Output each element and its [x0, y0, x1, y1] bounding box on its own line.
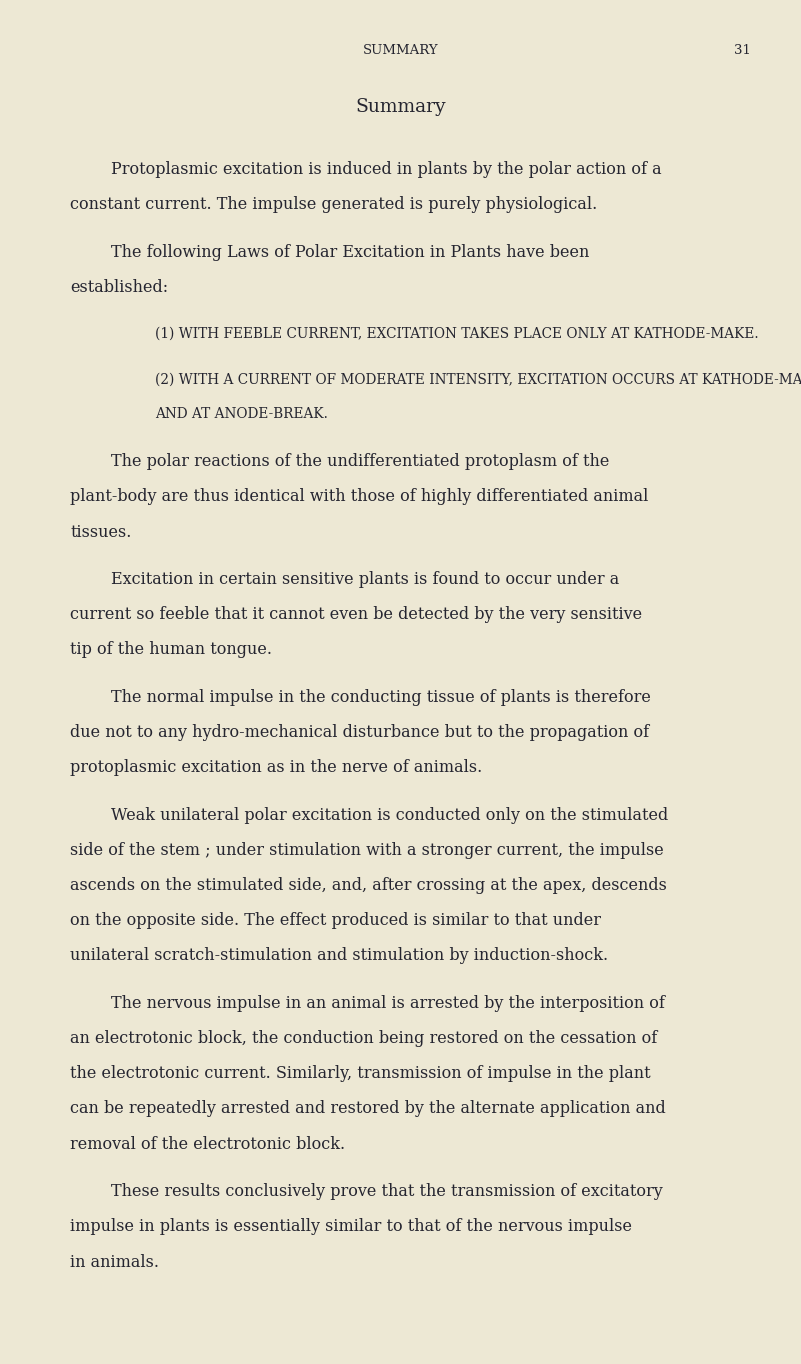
Text: (2) WITH A CURRENT OF MODERATE INTENSITY, EXCITATION OCCURS AT KATHODE-MAKE: (2) WITH A CURRENT OF MODERATE INTENSITY… — [155, 372, 801, 386]
Text: protoplasmic excitation as in the nerve of animals.: protoplasmic excitation as in the nerve … — [70, 760, 483, 776]
Text: These results conclusively prove that the transmission of excitatory: These results conclusively prove that th… — [111, 1183, 662, 1200]
Text: unilateral scratch-stimulation and stimulation by induction-shock.: unilateral scratch-stimulation and stimu… — [70, 948, 609, 964]
Text: (1) WITH FEEBLE CURRENT, EXCITATION TAKES PLACE ONLY AT KATHODE-MAKE.: (1) WITH FEEBLE CURRENT, EXCITATION TAKE… — [155, 326, 759, 340]
Text: an electrotonic block, the conduction being restored on the cessation of: an electrotonic block, the conduction be… — [70, 1030, 658, 1048]
Text: removal of the electrotonic block.: removal of the electrotonic block. — [70, 1136, 345, 1153]
Text: The following Laws of Polar Excitation in Plants have been: The following Laws of Polar Excitation i… — [111, 244, 589, 261]
Text: Excitation in certain sensitive plants is found to occur under a: Excitation in certain sensitive plants i… — [111, 572, 619, 588]
Text: Protoplasmic excitation is induced in plants by the polar action of a: Protoplasmic excitation is induced in pl… — [111, 161, 661, 177]
Text: tissues.: tissues. — [70, 524, 132, 540]
Text: side of the stem ; under stimulation with a stronger current, the impulse: side of the stem ; under stimulation wit… — [70, 842, 664, 859]
Text: The nervous impulse in an animal is arrested by the interposition of: The nervous impulse in an animal is arre… — [111, 994, 664, 1012]
Text: in animals.: in animals. — [70, 1254, 159, 1270]
Text: constant current. The impulse generated is purely physiological.: constant current. The impulse generated … — [70, 196, 598, 213]
Text: tip of the human tongue.: tip of the human tongue. — [70, 641, 272, 659]
Text: current so feeble that it cannot even be detected by the very sensitive: current so feeble that it cannot even be… — [70, 606, 642, 623]
Text: 31: 31 — [735, 44, 751, 57]
Text: ascends on the stimulated side, and, after crossing at the apex, descends: ascends on the stimulated side, and, aft… — [70, 877, 667, 893]
Text: impulse in plants is essentially similar to that of the nervous impulse: impulse in plants is essentially similar… — [70, 1218, 633, 1236]
Text: The polar reactions of the undifferentiated protoplasm of the: The polar reactions of the undifferentia… — [111, 453, 609, 471]
Text: plant-body are thus identical with those of highly differentiated animal: plant-body are thus identical with those… — [70, 488, 649, 505]
Text: SUMMARY: SUMMARY — [363, 44, 438, 57]
Text: AND AT ANODE-BREAK.: AND AT ANODE-BREAK. — [155, 406, 328, 420]
Text: established:: established: — [70, 278, 169, 296]
Text: Summary: Summary — [355, 98, 446, 116]
Text: the electrotonic current. Similarly, transmission of impulse in the plant: the electrotonic current. Similarly, tra… — [70, 1065, 651, 1082]
Text: can be repeatedly arrested and restored by the alternate application and: can be repeatedly arrested and restored … — [70, 1101, 666, 1117]
Text: Weak unilateral polar excitation is conducted only on the stimulated: Weak unilateral polar excitation is cond… — [111, 806, 668, 824]
Text: The normal impulse in the conducting tissue of plants is therefore: The normal impulse in the conducting tis… — [111, 689, 650, 705]
Text: due not to any hydro-mechanical disturbance but to the propagation of: due not to any hydro-mechanical disturba… — [70, 724, 650, 741]
Text: on the opposite side. The effect produced is similar to that under: on the opposite side. The effect produce… — [70, 913, 602, 929]
